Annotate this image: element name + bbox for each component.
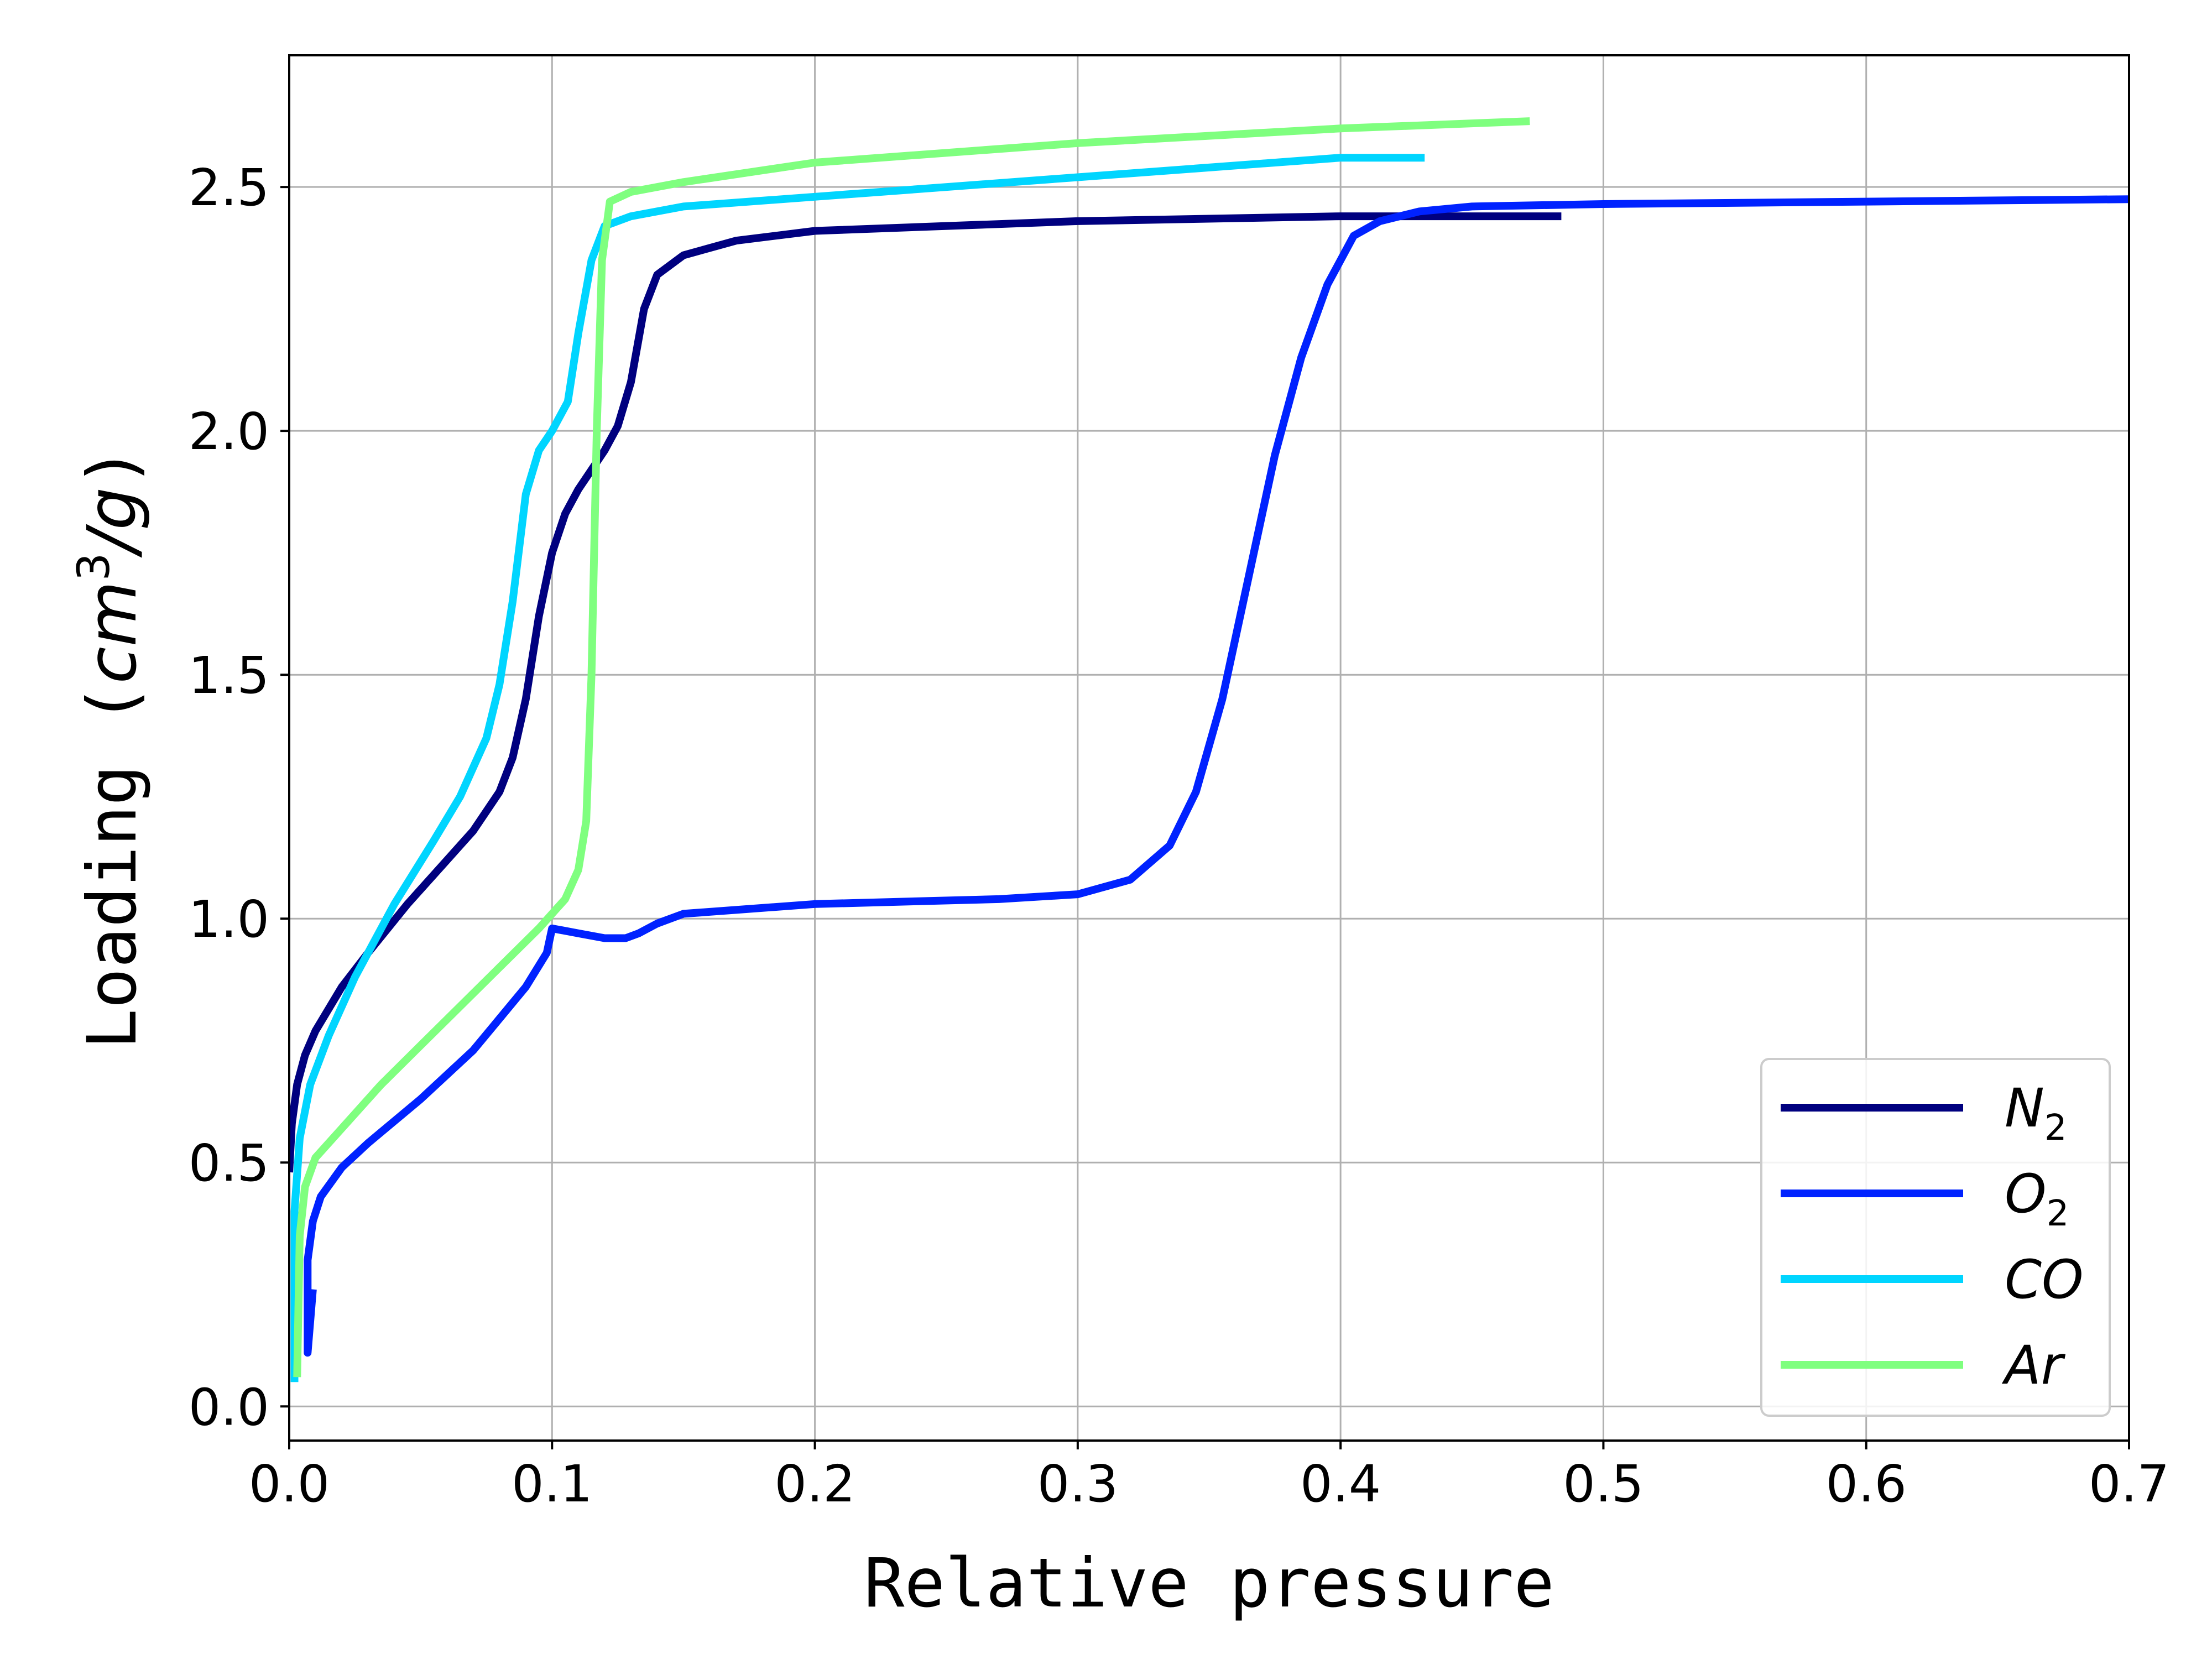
series-line-2 [304, 195, 2129, 1357]
y-tick-label: 0.0 [189, 1378, 269, 1437]
x-tick-label: 0.2 [774, 1454, 855, 1514]
y-axis-title-unit-denominator: /g [73, 487, 152, 558]
legend: N2 O2 CO Ar [1760, 1058, 2111, 1417]
series-line-3 [290, 154, 1425, 1383]
series-layer [289, 117, 2129, 1383]
legend-item: N2 [1781, 1077, 2067, 1149]
x-tick-label: 0.6 [1826, 1454, 1907, 1514]
y-axis-title-pre: Loading ( [73, 684, 152, 1049]
y-tick-label: 2.0 [189, 402, 269, 461]
x-tick-label: 0.4 [1300, 1454, 1381, 1514]
legend-item: O2 [1781, 1163, 2069, 1234]
legend-label: Ar [2001, 1334, 2066, 1396]
legend-box [1760, 1058, 2111, 1417]
x-tick-label: 0.0 [249, 1454, 330, 1514]
legend-item: Ar [1781, 1334, 2066, 1396]
y-tick-label: 1.0 [189, 890, 269, 949]
legend-label: N2 [2005, 1077, 2067, 1149]
y-axis-title-unit: cm [73, 581, 152, 684]
x-tick-label: 0.1 [512, 1454, 592, 1514]
x-axis-title: Relative pressure [864, 1544, 1554, 1623]
plot-frame [288, 54, 2130, 1442]
grid [288, 55, 2130, 1441]
y-axis-title: Loading (cm3/g) [68, 447, 152, 1050]
x-axis-ticks: 0.0 0.1 0.2 0.3 0.4 0.5 0.6 0.7 [249, 1441, 2169, 1514]
series-line-4 [293, 117, 1530, 1378]
x-tick-label: 0.3 [1037, 1454, 1118, 1514]
y-axis-ticks: 0.0 0.5 1.0 1.5 2.0 2.5 [189, 158, 289, 1437]
y-tick-label: 2.5 [189, 158, 269, 217]
legend-label: O2 [2005, 1163, 2069, 1234]
y-axis-title-sup: 3 [68, 553, 119, 581]
series-line-1 [289, 212, 1562, 1173]
legend-label: CO [2005, 1249, 2084, 1311]
x-tick-label: 0.7 [2089, 1454, 2169, 1514]
y-tick-label: 1.5 [189, 646, 269, 705]
legend-item: CO [1781, 1249, 2084, 1311]
y-axis-title-close: ) [73, 447, 152, 487]
y-tick-label: 0.5 [189, 1134, 269, 1193]
x-tick-label: 0.5 [1563, 1454, 1644, 1514]
